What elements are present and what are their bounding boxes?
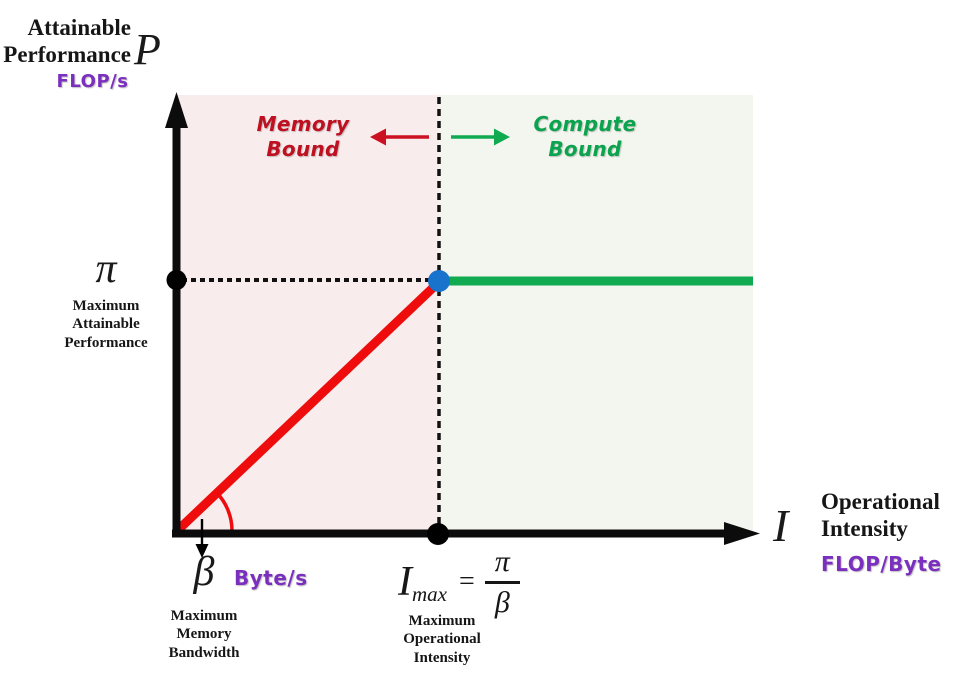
imax-formula: I max = π β (398, 546, 520, 618)
compute-bound-right-arrow-icon (494, 128, 510, 146)
memory-bound-label-line2: Bound (266, 137, 340, 161)
beta-slope-angle-arc (215, 491, 234, 532)
memory-bound-label-line1: Memory (256, 112, 350, 136)
y-axis-symbol: P (134, 25, 161, 74)
beta-unit: Byte/s (234, 566, 308, 590)
y-axis-arrowhead-icon (165, 92, 188, 128)
imax-caption-line2: Operational (403, 631, 481, 648)
compute-bound-label-line2: Bound (548, 137, 622, 161)
x-axis-title-line1: Operational (821, 489, 940, 514)
x-axis-arrowhead-icon (724, 522, 760, 545)
memory-bound-region (177, 95, 439, 533)
x-axis-title: Operational Intensity (821, 488, 940, 542)
pi-caption-line3: Performance (64, 334, 148, 351)
imax-axis-dot (427, 523, 449, 545)
imax-formula-fraction: π β (484, 546, 520, 619)
beta-caption: Maximum Memory Bandwidth (136, 607, 272, 662)
x-axis-title-line2: Intensity (821, 516, 908, 542)
y-axis-unit: FLOP/s (56, 71, 129, 92)
imax-formula-denominator: β (494, 585, 510, 619)
memory-bound-left-arrow-icon (370, 128, 386, 146)
beta-caption-line1: Maximum (170, 608, 238, 624)
y-axis-title: Attainable Performance (0, 14, 131, 68)
imax-formula-base: I (398, 559, 412, 605)
imax-formula-numerator: π (484, 546, 520, 584)
pi-axis-dot (166, 270, 187, 290)
imax-caption-line3: Intensity (413, 649, 471, 666)
compute-bound-label-line1: Compute (533, 112, 637, 136)
y-axis-title-line1: Attainable (27, 15, 132, 40)
pi-symbol: π (95, 246, 117, 292)
beta-caption-line3: Bandwidth (168, 644, 240, 661)
memory-roofline-segment (173, 277, 444, 535)
beta-symbol: β (193, 549, 215, 595)
beta-pointer-down-arrow-icon (195, 544, 209, 558)
imax-formula-subscript: max (412, 581, 447, 606)
compute-bound-label: Compute Bound (510, 112, 660, 162)
pi-caption: Maximum Attainable Performance (38, 297, 174, 352)
compute-bound-region (439, 95, 753, 533)
imax-caption-line1: Maximum (408, 613, 476, 629)
knee-point-dot (428, 270, 450, 292)
imax-formula-equals: = (459, 566, 475, 597)
x-axis-unit: FLOP/Byte (821, 552, 942, 576)
beta-caption-line2: Memory (176, 626, 232, 643)
x-axis-symbol: I (773, 500, 789, 551)
memory-bound-label: Memory Bound (228, 112, 378, 162)
y-axis-title-line2: Performance (3, 42, 131, 68)
imax-caption: Maximum Operational Intensity (374, 612, 510, 667)
pi-caption-line2: Attainable (72, 316, 140, 333)
pi-caption-line1: Maximum (72, 298, 140, 314)
